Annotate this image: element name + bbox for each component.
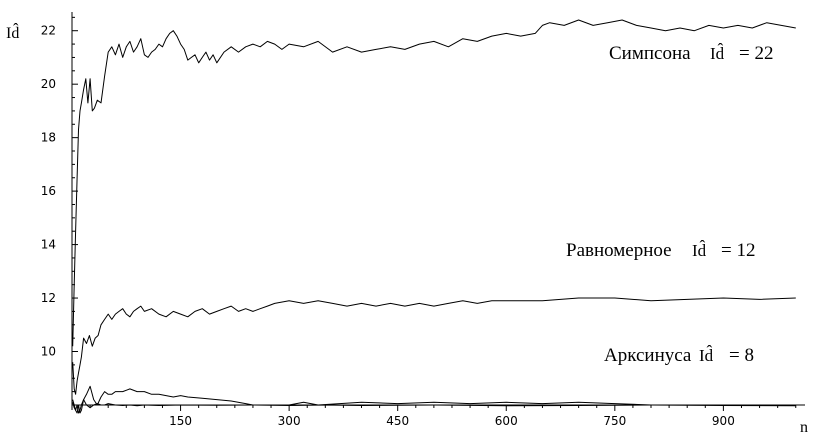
series-line-3 [72,385,796,414]
annotation-arcsine-value: = 8 [729,345,754,366]
y-ticks: 10 12 14 16 18 20 22 [41,16,78,393]
x-tick-label: 150 [169,414,192,428]
annotation-uniform-value: = 12 [721,240,755,261]
axes [71,12,805,410]
annotation-uniform: Равномерное Id̂ = 12 [566,240,755,261]
series-group [72,19,796,414]
x-tick-label: 750 [603,414,626,428]
annotation-arcsine-name: Арксинуса [604,345,692,366]
annotation-arcsine-symbol: Id̂ [699,345,714,365]
annotation-uniform-symbol: Id̂ [692,240,707,260]
annotation-simpson-value: = 22 [739,43,773,64]
series-line-2 [72,297,796,395]
x-axis-title: n [800,419,808,436]
y-tick-label: 16 [41,184,56,198]
y-tick-label: 14 [41,238,56,252]
annotation-arcsine: Арксинуса Id̂ = 8 [604,345,754,366]
annotation-simpson-symbol: Id̂ [710,43,725,63]
x-tick-label: 600 [495,414,518,428]
x-tick-label: 900 [712,414,735,428]
y-axis-title: Id̂ [6,22,19,42]
y-tick-label: 20 [41,77,56,91]
x-ticks: 150 300 450 600 750 900 [89,404,797,428]
series-line-4 [72,399,796,414]
y-tick-label: 10 [41,345,56,359]
annotation-simpson-name: Симпсона [609,43,691,64]
series-line-1 [72,19,796,347]
annotation-simpson: Симпсона Id̂ = 22 [609,43,773,64]
annotation-uniform-name: Равномерное [566,240,672,261]
x-tick-label: 300 [278,414,301,428]
y-tick-label: 22 [41,24,56,38]
y-tick-label: 12 [41,291,56,305]
x-tick-label: 450 [386,414,409,428]
y-tick-label: 18 [41,131,56,145]
